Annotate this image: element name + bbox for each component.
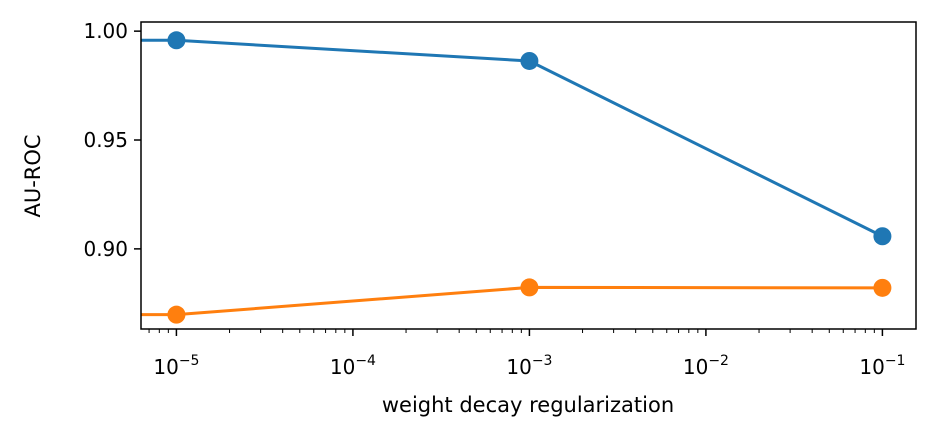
series-layer [141, 38, 884, 317]
y-tick-label: 0.90 [83, 237, 128, 261]
series-1-point [520, 51, 539, 70]
x-axis-ticks: 10−5 10−4 10−3 10−2 10−1 [148, 329, 905, 379]
series-2-point [167, 305, 186, 324]
y-axis-label: AU-ROC [21, 134, 45, 217]
x-axis-label: weight decay regularization [382, 393, 674, 417]
series-2-line [141, 285, 883, 317]
y-axis-ticks: 0.90 0.95 1.00 [83, 19, 141, 261]
x-tick-label: 10−2 [683, 353, 729, 379]
series-2-point [873, 278, 892, 297]
series-1-point [873, 227, 892, 246]
series-1-line [141, 38, 884, 238]
marker-layer [167, 31, 892, 324]
series-2-point [520, 278, 539, 297]
x-tick-label: 10−4 [330, 353, 376, 379]
y-tick-label: 0.95 [83, 128, 128, 152]
x-tick-label: 10−1 [859, 353, 905, 379]
y-tick-label: 1.00 [83, 19, 128, 43]
x-tick-label: 10−5 [153, 353, 199, 379]
series-1-point [167, 31, 186, 50]
plot-frame [140, 21, 917, 330]
plot-background [141, 22, 916, 329]
x-tick-label: 10−3 [506, 353, 552, 379]
